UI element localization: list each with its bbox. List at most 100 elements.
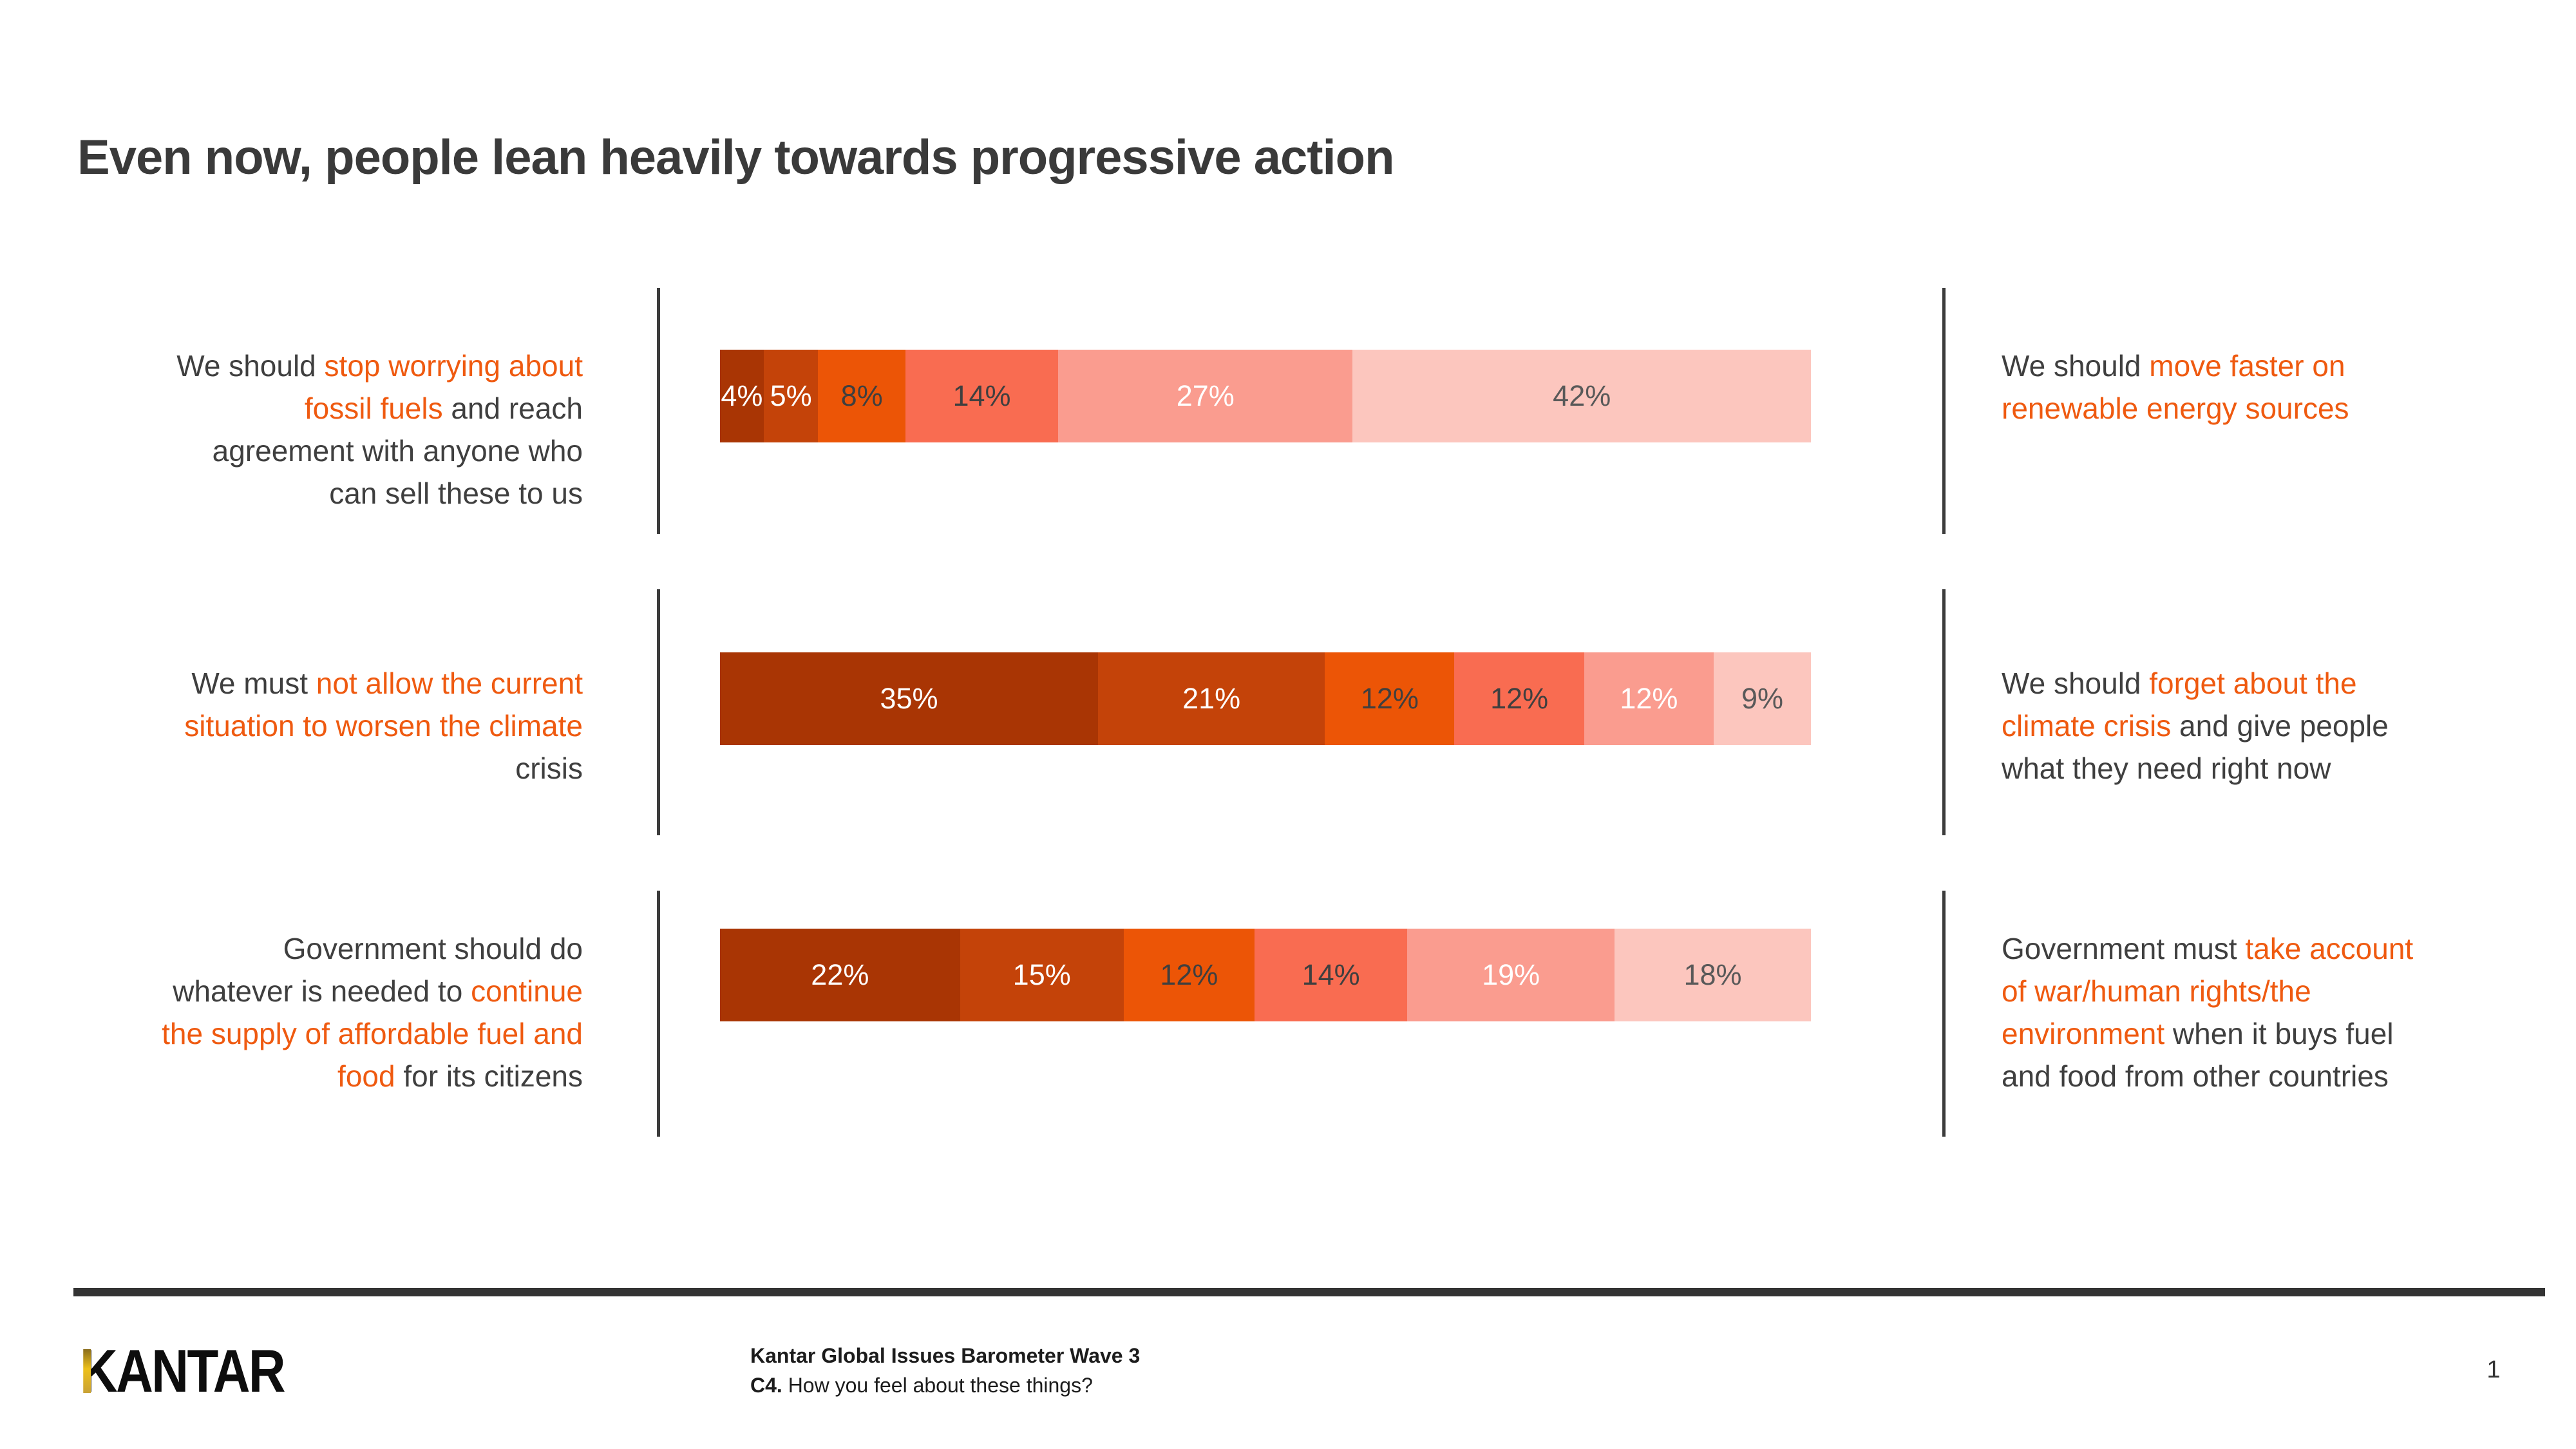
left-statement-row-2: We must not allow the current situation t… — [0, 662, 583, 790]
bar-segment-6: 9% — [1714, 652, 1811, 745]
statement-line: We should forget about the — [2002, 662, 2543, 705]
statement-text: agreement with anyone who — [212, 434, 583, 468]
bar-segment-6: 42% — [1352, 350, 1811, 442]
statement-accent-text: food — [337, 1059, 395, 1093]
chart-row-1: We should stop worrying about fossil fuel… — [0, 288, 2576, 534]
statement-line: Government should do — [0, 927, 583, 970]
bar-segment-label: 22% — [811, 958, 869, 991]
bar-segment-label: 19% — [1482, 958, 1540, 991]
statement-line: We should move faster on — [2002, 345, 2543, 387]
bar-segment-label: 27% — [1176, 379, 1235, 412]
bar-segment-label: 5% — [770, 379, 812, 412]
statement-line: We should stop worrying about — [0, 345, 583, 387]
bar-segment-3: 8% — [818, 350, 905, 442]
bar-segment-3: 12% — [1325, 652, 1455, 745]
question-code: C4. — [750, 1374, 782, 1397]
statement-accent-text: renewable energy sources — [2002, 392, 2349, 425]
statement-accent-text: of war/human rights/the — [2002, 974, 2311, 1008]
statement-text: We should — [176, 349, 325, 383]
statement-line: renewable energy sources — [2002, 387, 2543, 430]
statement-line: environment when it buys fuel — [2002, 1012, 2543, 1055]
statement-line: situation to worsen the climate — [0, 705, 583, 747]
bar-segment-3: 12% — [1123, 929, 1255, 1021]
statement-accent-text: take account — [2245, 932, 2414, 965]
statement-text: We should — [2002, 349, 2150, 383]
statement-accent-text: continue — [471, 974, 583, 1008]
statement-text: can sell these to us — [329, 477, 583, 510]
bar-segment-2: 5% — [763, 350, 819, 442]
stacked-bar-row-1: 4% 5% 8% 14% 27% 42% — [720, 350, 1811, 442]
statement-accent-text: the supply of affordable fuel and — [162, 1017, 583, 1050]
bar-segment-4: 14% — [1255, 929, 1408, 1021]
statement-accent-text: move faster on — [2149, 349, 2345, 383]
statement-line: Government must take account — [2002, 927, 2543, 970]
statement-line: whatever is needed to continue — [0, 970, 583, 1012]
bar-segment-5: 27% — [1058, 350, 1353, 442]
statement-text: crisis — [515, 752, 583, 785]
right-statement-row-1: We should move faster on renewable energy… — [2002, 345, 2543, 430]
chart-rows: We should stop worrying about fossil fuel… — [0, 288, 2576, 1192]
bar-segment-2: 21% — [1098, 652, 1325, 745]
statement-text: and give people — [2171, 709, 2389, 743]
bar-segment-5: 19% — [1407, 929, 1615, 1021]
statement-accent-text: stop worrying about — [324, 349, 583, 383]
statement-accent-text: climate crisis — [2002, 709, 2172, 743]
chart-row-3: Government should do whatever is needed t… — [0, 891, 2576, 1137]
stacked-bar-row-3: 22% 15% 12% 14% 19% 18% — [720, 929, 1811, 1021]
chart-row-2: We must not allow the current situation t… — [0, 589, 2576, 835]
statement-text: what they need right now — [2002, 752, 2331, 785]
right-divider — [1942, 891, 1946, 1137]
statement-line: fossil fuels and reach — [0, 387, 583, 430]
statement-line: and food from other countries — [2002, 1055, 2543, 1097]
statement-text: and food from other countries — [2002, 1059, 2389, 1093]
bar-segment-label: 14% — [952, 379, 1011, 412]
statement-text: Government must — [2002, 932, 2246, 965]
bar-segment-label: 18% — [1683, 958, 1742, 991]
statement-text: whatever is needed to — [173, 974, 471, 1008]
statement-text: when it buys fuel — [2164, 1017, 2394, 1050]
statement-text: for its citizens — [395, 1059, 583, 1093]
statement-text: and reach — [442, 392, 583, 425]
page-number: 1 — [2486, 1356, 2501, 1383]
bar-segment-4: 12% — [1454, 652, 1584, 745]
bar-segment-label: 9% — [1741, 682, 1783, 715]
bar-segment-label: 12% — [1160, 958, 1218, 991]
bar-segment-label: 21% — [1182, 682, 1241, 715]
kantar-logo-gold-bar — [83, 1349, 91, 1393]
left-statement-row-3: Government should do whatever is needed t… — [0, 927, 583, 1097]
source-line-1: Kantar Global Issues Barometer Wave 3 — [750, 1344, 1141, 1367]
statement-line: what they need right now — [2002, 747, 2543, 790]
left-divider — [657, 589, 660, 835]
source-note: Kantar Global Issues Barometer Wave 3 C4… — [750, 1341, 1140, 1400]
bar-segment-label: 12% — [1360, 682, 1419, 715]
statement-line: can sell these to us — [0, 472, 583, 515]
right-divider — [1942, 589, 1946, 835]
statement-accent-text: situation to worsen the climate — [184, 709, 583, 743]
bar-segment-label: 12% — [1490, 682, 1549, 715]
bar-segment-label: 42% — [1553, 379, 1611, 412]
bar-segment-1: 22% — [720, 929, 960, 1021]
bar-segment-1: 35% — [720, 652, 1099, 745]
right-statement-row-3: Government must take account of war/human… — [2002, 927, 2543, 1097]
footer-rule — [73, 1288, 2545, 1296]
bar-segment-label: 8% — [840, 379, 883, 412]
statement-line: We must not allow the current — [0, 662, 583, 705]
statement-line: food for its citizens — [0, 1055, 583, 1097]
statement-line: agreement with anyone who — [0, 430, 583, 472]
right-divider — [1942, 288, 1946, 534]
statement-accent-text: environment — [2002, 1017, 2165, 1050]
bar-segment-label: 4% — [721, 379, 763, 412]
statement-text: Government should do — [283, 932, 583, 965]
statement-line: of war/human rights/the — [2002, 970, 2543, 1012]
bar-segment-4: 14% — [905, 350, 1059, 442]
kantar-logo: KANTAR — [80, 1337, 320, 1405]
bar-segment-2: 15% — [960, 929, 1124, 1021]
kantar-logo-text: KANTAR — [80, 1337, 286, 1405]
bar-segment-5: 12% — [1584, 652, 1714, 745]
left-divider — [657, 891, 660, 1137]
statement-text: We should — [2002, 667, 2150, 700]
statement-line: climate crisis and give people — [2002, 705, 2543, 747]
bar-segment-1: 4% — [720, 350, 764, 442]
question-text: How you feel about these things? — [782, 1374, 1093, 1397]
statement-accent-text: forget about the — [2149, 667, 2357, 700]
